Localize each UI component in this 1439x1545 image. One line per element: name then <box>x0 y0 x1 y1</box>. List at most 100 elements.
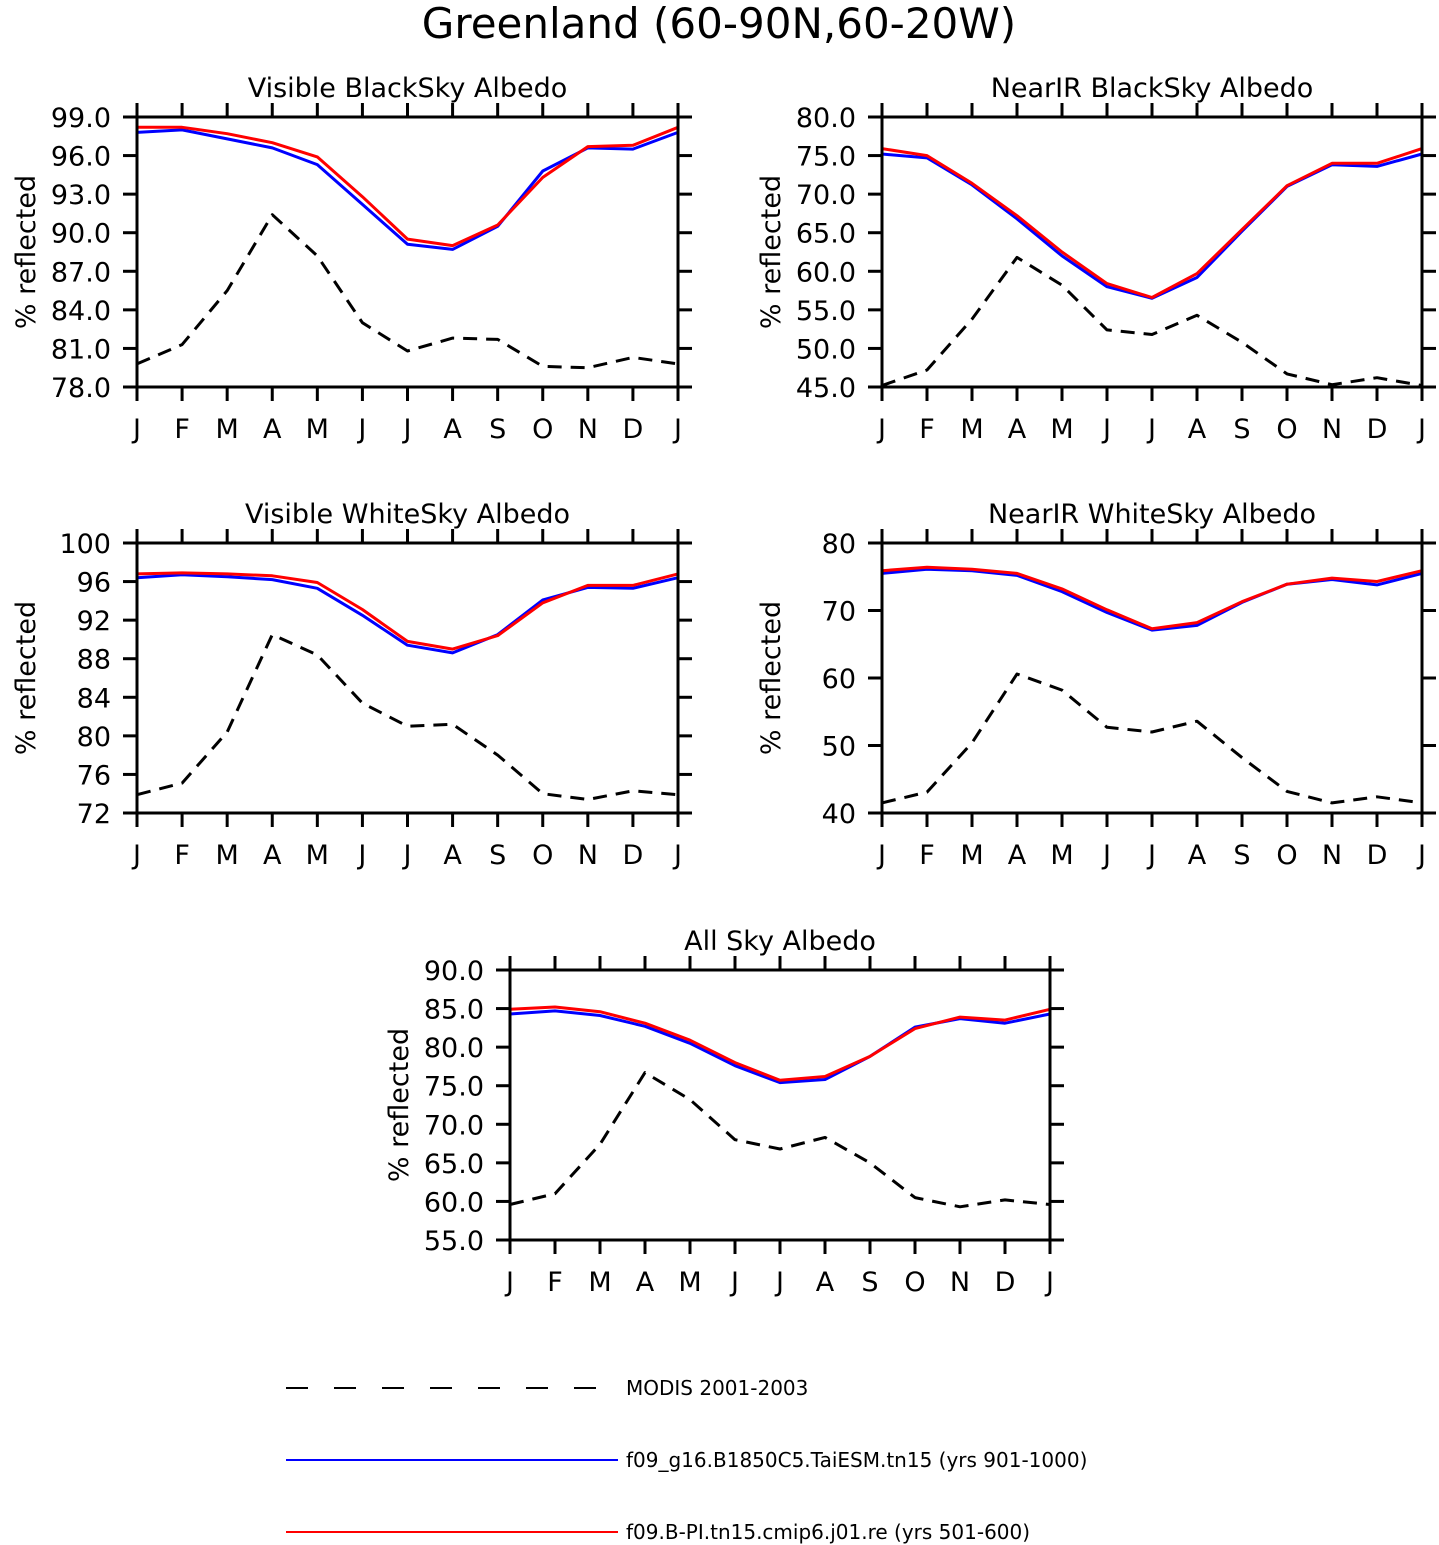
y-tick-label: 90.0 <box>424 956 484 987</box>
x-tick-label: J <box>131 840 141 871</box>
y-tick-label: 60.0 <box>796 257 856 288</box>
x-tick-label: M <box>216 840 239 871</box>
x-tick-label: J <box>131 414 141 445</box>
y-tick-label: 93.0 <box>51 180 111 211</box>
x-tick-label: M <box>1050 840 1073 871</box>
x-tick-label: M <box>1050 414 1073 445</box>
x-tick-label: O <box>532 840 553 871</box>
x-tick-label: J <box>876 414 886 445</box>
y-tick-label: 50 <box>822 732 856 763</box>
x-tick-label: M <box>216 414 239 445</box>
series-line-taiesm <box>881 152 1423 300</box>
y-tick-label: 96 <box>77 568 111 599</box>
x-tick-label: M <box>960 840 983 871</box>
x-tick-label: A <box>1008 840 1027 871</box>
x-tick-label: D <box>1367 414 1388 445</box>
x-tick-label: J <box>672 414 682 445</box>
x-tick-label: N <box>578 414 598 445</box>
x-tick-label: D <box>1367 840 1388 871</box>
y-axis-label: % reflected <box>11 175 42 329</box>
series-line-modis <box>881 255 1423 387</box>
plot-frame <box>508 968 1052 1242</box>
y-tick-label: 78.0 <box>51 373 111 404</box>
x-tick-label: J <box>402 414 412 445</box>
y-axis-label: % reflected <box>11 601 42 755</box>
y-tick-label: 80 <box>822 529 856 560</box>
panel-title: NearIR WhiteSky Albedo <box>988 499 1316 530</box>
panel-title: NearIR BlackSky Albedo <box>991 73 1314 104</box>
legend: MODIS 2001-2003 f09_g16.B1850C5.TaiESM.tn… <box>286 1376 1087 1544</box>
series-line-modis <box>881 672 1423 805</box>
y-tick-label: 80.0 <box>796 103 856 134</box>
series-line-cmip6 <box>509 1005 1051 1082</box>
y-tick-label: 84 <box>77 683 111 714</box>
panel-title: Visible WhiteSky Albedo <box>245 499 570 530</box>
y-tick-label: 85.0 <box>424 995 484 1026</box>
y-tick-label: 80 <box>77 722 111 753</box>
panel-title: Visible BlackSky Albedo <box>248 73 568 104</box>
y-tick-label: 45.0 <box>796 373 856 404</box>
x-tick-label: D <box>995 1267 1016 1298</box>
x-tick-label: A <box>263 414 282 445</box>
y-tick-label: 75.0 <box>424 1072 484 1103</box>
legend-label: f09.B-PI.tn15.cmip6.j01.re (yrs 501-600) <box>626 1520 1030 1544</box>
legend-label: f09_g16.B1850C5.TaiESM.tn15 (yrs 901-100… <box>626 1448 1087 1472</box>
y-tick-label: 90.0 <box>51 219 111 250</box>
x-tick-label: A <box>1008 414 1027 445</box>
x-tick-label: M <box>306 840 329 871</box>
series-line-modis <box>136 213 679 370</box>
x-tick-label: F <box>174 414 190 445</box>
y-tick-label: 76 <box>77 760 111 791</box>
y-tick-label: 70.0 <box>796 180 856 211</box>
plot-frame <box>135 115 680 389</box>
x-tick-label: F <box>547 1267 563 1298</box>
x-tick-label: S <box>489 414 506 445</box>
x-tick-label: M <box>960 414 983 445</box>
series-line-taiesm <box>136 573 679 655</box>
y-tick-label: 72 <box>77 799 111 830</box>
x-tick-label: A <box>443 414 462 445</box>
panel-title: All Sky Albedo <box>684 926 876 957</box>
y-tick-label: 99.0 <box>51 103 111 134</box>
series-line-modis <box>509 1071 1051 1209</box>
x-tick-label: J <box>774 1267 784 1298</box>
x-tick-label: O <box>532 414 553 445</box>
y-tick-label: 92 <box>77 606 111 637</box>
y-tick-label: 55.0 <box>424 1226 484 1257</box>
y-tick-label: 50.0 <box>796 334 856 365</box>
x-tick-label: S <box>861 1267 878 1298</box>
x-tick-label: M <box>588 1267 611 1298</box>
x-tick-label: J <box>402 840 412 871</box>
x-tick-label: O <box>1276 840 1297 871</box>
x-tick-label: F <box>174 840 190 871</box>
y-tick-label: 80.0 <box>424 1033 484 1064</box>
plot-frame <box>880 541 1424 815</box>
x-tick-label: J <box>1146 840 1156 871</box>
y-tick-label: 87.0 <box>51 257 111 288</box>
x-tick-label: J <box>876 840 886 871</box>
x-tick-label: S <box>1233 414 1250 445</box>
x-tick-label: J <box>1146 414 1156 445</box>
x-tick-label: J <box>672 840 682 871</box>
x-tick-label: J <box>1416 840 1426 871</box>
x-tick-label: F <box>919 840 935 871</box>
x-tick-label: J <box>356 840 366 871</box>
y-tick-label: 60.0 <box>424 1187 484 1218</box>
x-tick-label: J <box>1416 414 1426 445</box>
y-axis-label: % reflected <box>756 175 787 329</box>
x-tick-label: A <box>1188 414 1207 445</box>
x-tick-label: J <box>356 414 366 445</box>
y-tick-label: 75.0 <box>796 142 856 173</box>
x-tick-label: J <box>729 1267 739 1298</box>
x-tick-label: S <box>1233 840 1250 871</box>
x-tick-label: M <box>678 1267 701 1298</box>
series-line-cmip6 <box>137 125 679 248</box>
x-tick-label: N <box>950 1267 970 1298</box>
x-tick-label: A <box>816 1267 835 1298</box>
